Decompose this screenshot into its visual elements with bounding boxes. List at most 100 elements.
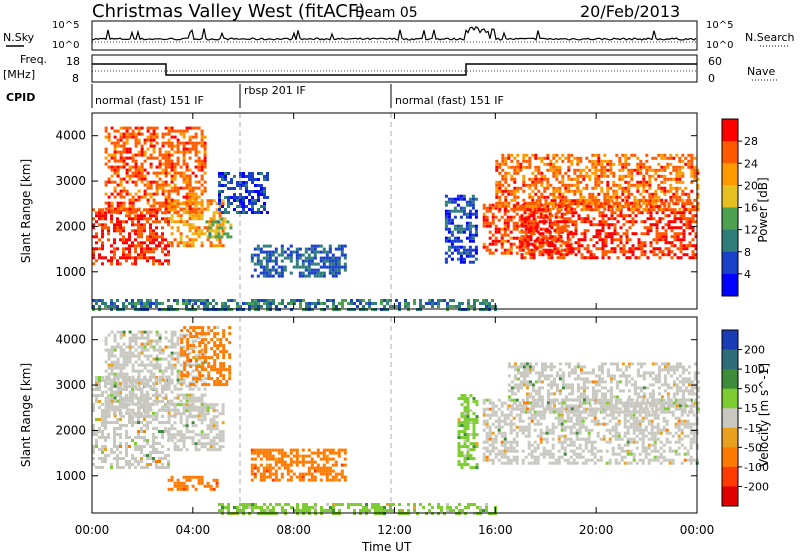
heatmap-cell-1 [197,186,201,190]
heatmap-cell-8 [631,217,635,221]
heatmap-cell-3 [222,377,226,381]
heatmap-cell-1 [125,132,129,136]
heatmap-cell-10 [110,302,113,305]
heatmap-cell-9 [552,189,556,193]
heatmap-cell-2 [218,241,222,245]
heatmap-cell-5 [316,268,320,272]
heatmap-cell-0 [155,226,158,230]
heatmap-cell-1 [143,396,147,400]
heatmap-cell-5 [319,256,323,260]
heatmap-cell-0 [125,430,128,433]
heatmap-cell-1 [167,183,171,187]
heatmap-cell-8 [532,253,536,257]
heatmap-cell-9 [537,195,541,199]
heatmap-cell-8 [571,250,575,254]
heatmap-cell-10 [452,305,455,308]
heatmap-cell-5 [334,271,338,275]
heatmap-cell-10 [356,299,359,302]
heatmap-cell-1 [185,147,189,151]
heatmap-cell-8 [661,235,665,239]
heatmap-cell-1 [116,357,120,361]
heatmap-cell-1 [152,192,156,196]
heatmap-cell-3 [180,338,184,342]
heatmap-cell-1 [176,141,180,145]
heatmap-cell-1 [119,180,123,184]
heatmap-cell-0 [161,457,164,460]
heatmap-cell-1 [152,126,156,130]
heatmap-cell-1 [176,189,180,193]
heatmap-cell-2 [170,436,174,440]
heatmap-cell-8 [682,229,686,233]
heatmap-cell-9 [633,201,637,205]
heatmap-cell-4 [295,448,299,452]
heatmap-cell-5 [337,244,341,248]
heatmap-cell-8 [604,214,608,218]
heatmap-cell-9 [660,174,664,178]
heatmap-cell-2 [203,436,207,440]
heatmap-cell-4 [325,457,329,461]
heatmap-cell-10 [332,305,335,308]
heatmap-cell-2 [212,244,216,248]
heatmap-cell-9 [525,201,529,205]
heatmap-cell-9 [639,180,643,184]
heatmap-cell-8 [538,241,542,245]
heatmap-cell-0 [128,403,131,406]
heatmap-cell-4 [289,451,293,455]
heatmap-cell-9 [516,195,520,199]
heatmap-cell-1 [131,180,135,184]
heatmap-cell-6 [459,206,463,210]
heatmap-cell-1 [116,141,120,145]
heatmap-cell-0 [146,247,149,251]
heatmap-cell-10 [122,305,125,308]
heatmap-cell-8 [547,229,551,233]
heatmap-cell-6 [444,215,448,219]
heatmap-cell-8 [601,238,605,242]
heatmap-cell-8 [619,247,623,251]
heatmap-cell-1 [194,399,198,403]
heatmap-cell-7 [506,227,510,231]
heatmap-cell-10 [248,305,251,308]
heatmap-cell-9 [678,186,682,190]
heatmap-cell-5 [325,250,329,254]
heatmap-cell-1 [203,393,207,397]
heatmap-cell-8 [541,220,545,224]
heatmap-cell-4 [259,448,263,452]
heatmap-cell-6 [465,227,469,231]
heatmap-cell-4 [268,463,272,467]
heatmap-cell-1 [134,138,138,142]
heatmap-cell-4 [233,193,236,196]
heatmap-cell-0 [134,385,137,388]
heatmap-cell-8 [619,214,623,218]
heatmap-cell-10 [302,299,305,302]
heatmap-cell-1 [179,393,183,397]
heatmap-cell-1 [161,201,165,205]
heatmap-cell-1 [170,162,174,166]
heatmap-cell-1 [146,414,150,418]
heatmap-cell-1 [188,141,192,145]
heatmap-cell-0 [128,250,131,254]
heatmap-cell-0 [155,232,158,236]
heatmap-cell-7 [506,251,510,255]
heatmap-cell-6 [447,245,451,249]
heatmap-cell-8 [676,211,680,215]
heatmap-cell-9 [549,159,553,163]
heatmap-cell-8 [541,244,545,248]
heatmap-cell-9 [498,204,502,208]
heatmap-cell-3 [186,338,190,342]
heatmap-cell-0 [119,403,122,406]
heatmap-cell-0 [167,463,170,466]
heatmap-cell-9 [579,159,583,163]
heatmap-cell-7 [512,236,516,240]
heatmap-cell-4 [262,469,266,473]
heatmap-cell-9 [627,201,631,205]
heatmap-cell-4 [325,454,329,458]
heatmap-cell-7 [524,230,528,234]
heatmap-cell-2 [182,412,186,416]
heatmap-cell-9 [660,198,664,202]
heatmap-cell-1 [167,153,171,157]
heatmap-cell-1 [119,351,123,355]
heatmap-cell-3 [198,341,202,345]
heatmap-cell-4 [271,472,275,476]
heatmap-cell-1 [122,144,126,148]
heatmap-cell-9 [618,174,622,178]
